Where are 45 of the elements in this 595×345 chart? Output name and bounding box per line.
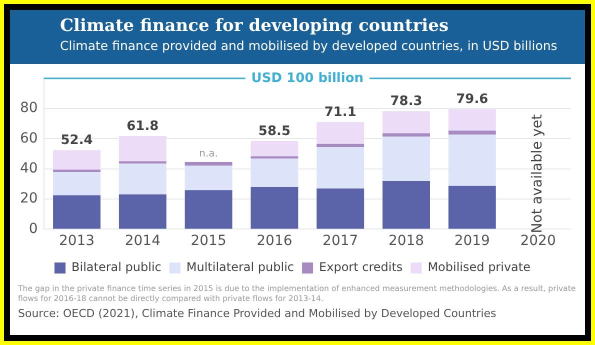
y-tick-label: 80	[20, 100, 38, 116]
ref-line-label: USD 100 billion	[251, 70, 364, 86]
total-label: n.a.	[199, 148, 218, 160]
total-label: 52.4	[60, 133, 93, 148]
bar	[118, 161, 166, 164]
bar	[250, 186, 298, 229]
total-label: 61.8	[126, 118, 159, 134]
total-label: 58.5	[258, 124, 290, 139]
x-tick-label: 2013	[58, 233, 95, 250]
annotation: Not available yet	[530, 114, 546, 234]
chart-title: Climate finance for developing countries	[60, 15, 450, 37]
total-label: 78.3	[390, 94, 422, 109]
x-tick-label: 2018	[388, 233, 424, 250]
bar	[382, 133, 430, 136]
bar	[382, 111, 430, 134]
bar	[316, 144, 364, 148]
y-tick-label: 60	[20, 130, 38, 146]
y-tick-label: 40	[20, 160, 38, 177]
bar	[53, 170, 100, 172]
bar	[184, 162, 232, 166]
bar	[382, 180, 430, 229]
x-tick-label: 2017	[322, 233, 358, 250]
x-tick-label: 2015	[190, 233, 226, 250]
legend-label: Multilateral public	[186, 260, 294, 274]
bar	[53, 172, 100, 196]
bar	[53, 195, 100, 229]
x-tick-label: 2020	[520, 233, 556, 250]
legend-label: Bilateral public	[72, 260, 162, 274]
bar	[316, 188, 364, 229]
bar	[448, 130, 496, 134]
bar	[184, 190, 232, 229]
x-tick-label: 2016	[256, 233, 292, 250]
y-tick-label: 20	[20, 190, 38, 207]
legend-label: Mobilised private	[428, 260, 530, 274]
chart-subtitle: Climate finance provided and mobilised by developed countries, in USD billions	[60, 37, 558, 55]
bar	[250, 140, 298, 156]
x-tick-label: 2014	[124, 233, 161, 250]
x-tick-label: 2019	[454, 233, 490, 250]
total-label: 71.1	[324, 104, 356, 120]
bar	[448, 186, 496, 229]
total-label: 79.6	[456, 92, 488, 108]
source-note: Source: OECD (2021), Climate Finance Provided and Mobilised by Developed Countries	[17, 306, 498, 322]
bar	[118, 194, 166, 229]
legend-label: Export credits	[319, 260, 403, 274]
y-tick-label: 0	[28, 220, 38, 237]
